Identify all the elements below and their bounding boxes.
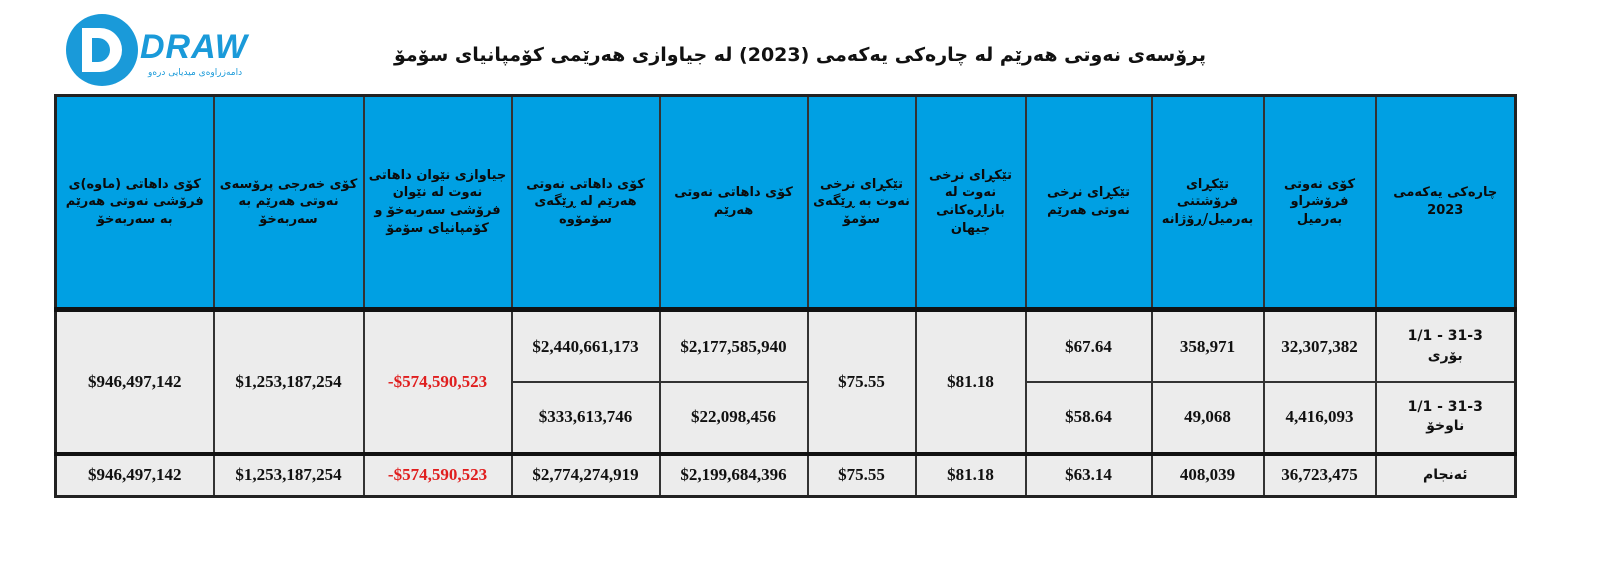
total-krg-price-cell: $63.14	[1024, 451, 1153, 498]
total-expenses-cell: $1,253,187,254	[212, 451, 365, 498]
page-title: پرۆسەی نەوتی هەرێم لە چارەکی یەکەمی (202…	[394, 44, 1206, 66]
header-daily-avg: تێکڕای فرۆشتنی بەرمیل/ڕۆژانە	[1150, 94, 1265, 312]
header-net-revenue: کۆی داهاتی (ماوە)ی فرۆشی نەوتی هەرێم بە …	[54, 94, 215, 312]
period-label: بۆری	[1427, 347, 1463, 364]
total-revenue-cell: $2,199,684,396	[658, 451, 809, 498]
header-period: چارەکی یەکەمی 2023	[1374, 94, 1517, 312]
period-label: ناوخۆ	[1426, 418, 1465, 435]
oil-revenue-table: چارەکی یەکەمی 2023 کۆی نەوتی فرۆشراو بەر…	[54, 94, 1517, 498]
total-label-cell: ئەنجام	[1374, 451, 1517, 498]
header-row: چارەکی یەکەمی 2023 کۆی نەوتی فرۆشراو بەر…	[54, 94, 1517, 312]
period-cell: 1/1 - 31-3 بۆری	[1374, 308, 1517, 384]
difference-cell: -$574,590,523	[362, 308, 513, 455]
header-somo-revenue: کۆی داهاتی نەوتی هەرێم لە ڕێگەی سۆمۆوە	[510, 94, 661, 312]
draw-logo: DRAW دامەزراوەی میدیایی درەو	[66, 14, 276, 88]
krg-price-cell: $58.64	[1024, 381, 1153, 455]
total-somo-price-cell: $75.55	[806, 451, 917, 498]
period-cell: 1/1 - 31-3 ناوخۆ	[1374, 381, 1517, 455]
period-range: 1/1 - 31-3	[1407, 327, 1483, 344]
sold-barrels-cell: 32,307,382	[1262, 308, 1377, 384]
revenue-cell: $22,098,456	[658, 381, 809, 455]
header-world-price: تێکڕای نرخی نەوت لە بازاڕەکانی جیهان	[914, 94, 1027, 312]
logo-brand-text: DRAW	[140, 28, 248, 66]
header-krg-price: تێکڕای نرخی نەوتی هەرێم	[1024, 94, 1153, 312]
total-daily-avg-cell: 408,039	[1150, 451, 1265, 498]
daily-avg-cell: 49,068	[1150, 381, 1265, 455]
total-net-revenue-cell: $946,497,142	[54, 451, 215, 498]
header-revenue: کۆی داهاتی نەوتی هەرێم	[658, 94, 809, 312]
expenses-cell: $1,253,187,254	[212, 308, 365, 455]
logo-tagline: دامەزراوەی میدیایی درەو	[148, 68, 243, 78]
total-somo-revenue-cell: $2,774,274,919	[510, 451, 661, 498]
total-difference-cell: -$574,590,523	[362, 451, 513, 498]
total-world-price-cell: $81.18	[914, 451, 1027, 498]
table-row: 1/1 - 31-3 بۆری 32,307,382 358,971 $67.6…	[54, 308, 1517, 455]
revenue-cell: $2,177,585,940	[658, 308, 809, 384]
header-somo-price: تێکڕای نرخی نەوت بە ڕێگەی سۆمۆ	[806, 94, 917, 312]
header-difference: جیاوازی نێوان داهاتی نەوت لە نێوان فرۆشی…	[362, 94, 513, 312]
total-row: ئەنجام 36,723,475 408,039 $63.14 $81.18 …	[54, 451, 1517, 498]
krg-price-cell: $67.64	[1024, 308, 1153, 384]
total-sold-barrels-cell: 36,723,475	[1262, 451, 1377, 498]
somo-revenue-cell: $333,613,746	[510, 381, 661, 455]
logo-d-icon	[66, 14, 138, 86]
header-expenses: کۆی خەرجی پرۆسەی نەوتی هەرێم بە سەربەخۆ	[212, 94, 365, 312]
daily-avg-cell: 358,971	[1150, 308, 1265, 384]
somo-revenue-cell: $2,440,661,173	[510, 308, 661, 384]
world-price-cell: $81.18	[914, 308, 1027, 455]
net-revenue-cell: $946,497,142	[54, 308, 215, 455]
period-range: 1/1 - 31-3	[1407, 398, 1483, 415]
header-sold-barrels: کۆی نەوتی فرۆشراو بەرمیل	[1262, 94, 1377, 312]
somo-price-cell: $75.55	[806, 308, 917, 455]
table-row: 1/1 - 31-3 ناوخۆ 4,416,093 49,068 $58.64…	[56, 381, 1517, 455]
sold-barrels-cell: 4,416,093	[1262, 381, 1377, 455]
